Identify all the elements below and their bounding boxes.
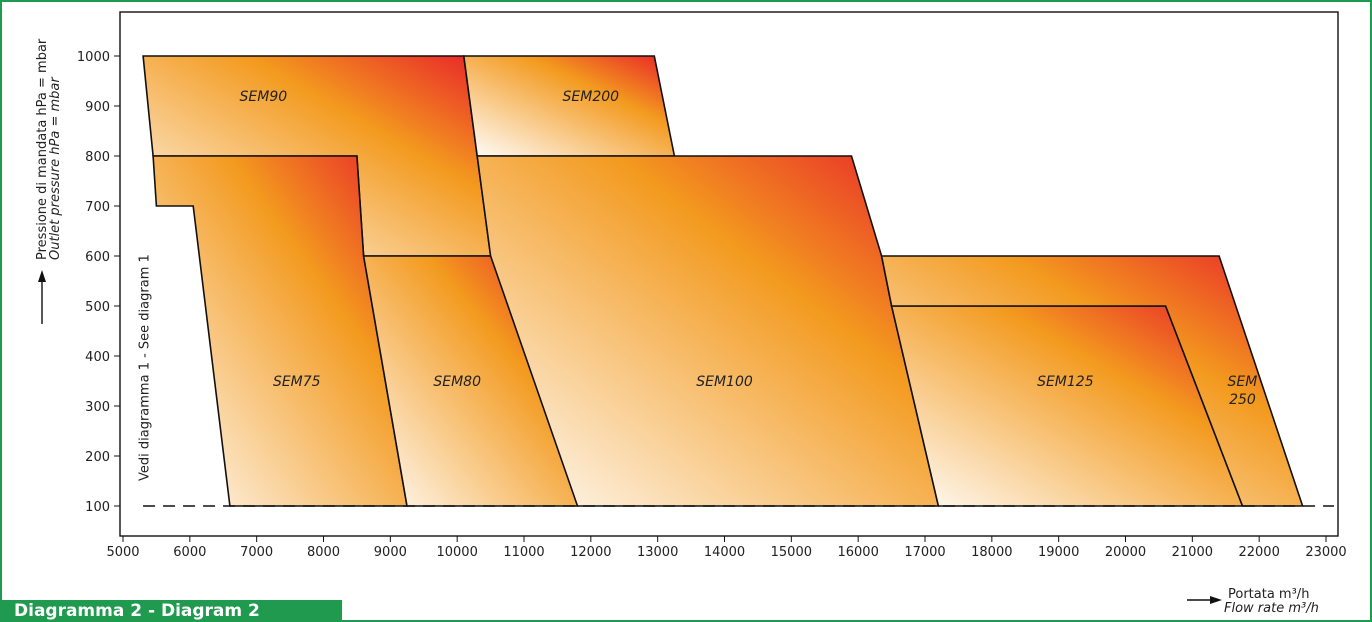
x-tick-label: 9000: [374, 545, 407, 560]
x-tick-label: 20000: [1105, 545, 1146, 560]
zone-sem200: [462, 55, 676, 157]
x-tick-label: 18000: [971, 545, 1012, 560]
y-tick-label: 1000: [77, 50, 110, 65]
y-axis-arrowhead: [38, 270, 46, 282]
y-axis-label-it: Pressione di mandata hPa = mbar: [35, 38, 50, 260]
zone-labels-layer: SEM90 SEM200 SEM75 SEM80 SEM100 SEM125 SEM 250: [240, 89, 1258, 408]
zone-label-sem100: SEM100: [696, 374, 753, 390]
zone-label-line: SEM200: [563, 89, 620, 105]
zone-label-line: 250: [1229, 392, 1256, 408]
zone-label-line: SEM125: [1037, 374, 1094, 390]
x-tick-label: 22000: [1238, 545, 1279, 560]
x-tick-label: 10000: [436, 545, 477, 560]
y-tick-label: 400: [85, 350, 110, 365]
x-axis-arrowhead: [1210, 596, 1222, 604]
x-tick-label: 19000: [1038, 545, 1079, 560]
zone-label-line: SEM: [1228, 374, 1258, 390]
zone-label-line: SEM90: [240, 89, 288, 105]
x-tick-label: 16000: [837, 545, 878, 560]
diagram-caption: Diagramma 2 - Diagram 2: [2, 600, 342, 620]
x-tick-label: 21000: [1172, 545, 1213, 560]
y-tick-label: 600: [85, 250, 110, 265]
x-tick-label: 5000: [106, 545, 139, 560]
x-tick-label: 7000: [240, 545, 273, 560]
y-tick-label: 200: [85, 450, 110, 465]
zone-label-sem80: SEM80: [433, 374, 481, 390]
y-tick-label: 500: [85, 300, 110, 315]
x-tick-label: 12000: [570, 545, 611, 560]
zone-label-line: SEM80: [433, 374, 481, 390]
x-tick-label: 14000: [704, 545, 745, 560]
y-tick-label: 100: [85, 500, 110, 515]
x-axis-label-it: Portata m³/h: [1228, 587, 1309, 602]
x-tick-label: 13000: [637, 545, 678, 560]
zone-label-sem125: SEM125: [1037, 374, 1094, 390]
zone-sem250: [880, 255, 1304, 507]
zone-label-sem200: SEM200: [563, 89, 620, 105]
y-tick-label: 800: [85, 150, 110, 165]
see-diagram-note: Vedi diagramma 1 - See diagram 1: [137, 254, 152, 481]
x-tick-label: 23000: [1305, 545, 1346, 560]
plot-frame: [119, 11, 1339, 537]
x-tick-label: 15000: [771, 545, 812, 560]
x-tick-label: 6000: [173, 545, 206, 560]
zone-sem75: [152, 155, 408, 507]
y-axis-label-en: Outlet pressure hPa = mbar: [48, 76, 63, 260]
y-tick-label: 700: [85, 200, 110, 215]
x-tick-label: 17000: [904, 545, 945, 560]
y-tick-label: 300: [85, 400, 110, 415]
zones-layer: [142, 55, 1304, 507]
y-tick-label: 900: [85, 100, 110, 115]
x-tick-label: 11000: [503, 545, 544, 560]
x-axis-label-en: Flow rate m³/h: [1224, 601, 1319, 616]
zone-label-sem75: SEM75: [273, 374, 321, 390]
zone-label-line: SEM100: [696, 374, 753, 390]
axes-layer: 5000 6000 7000 8000 9000 10000 11000 12000 13000…: [35, 11, 1347, 616]
x-tick-label: 8000: [307, 545, 340, 560]
zone-label-line: SEM75: [273, 374, 321, 390]
zone-label-sem90: SEM90: [240, 89, 288, 105]
zone-label-sem250: SEM 250: [1228, 374, 1258, 408]
